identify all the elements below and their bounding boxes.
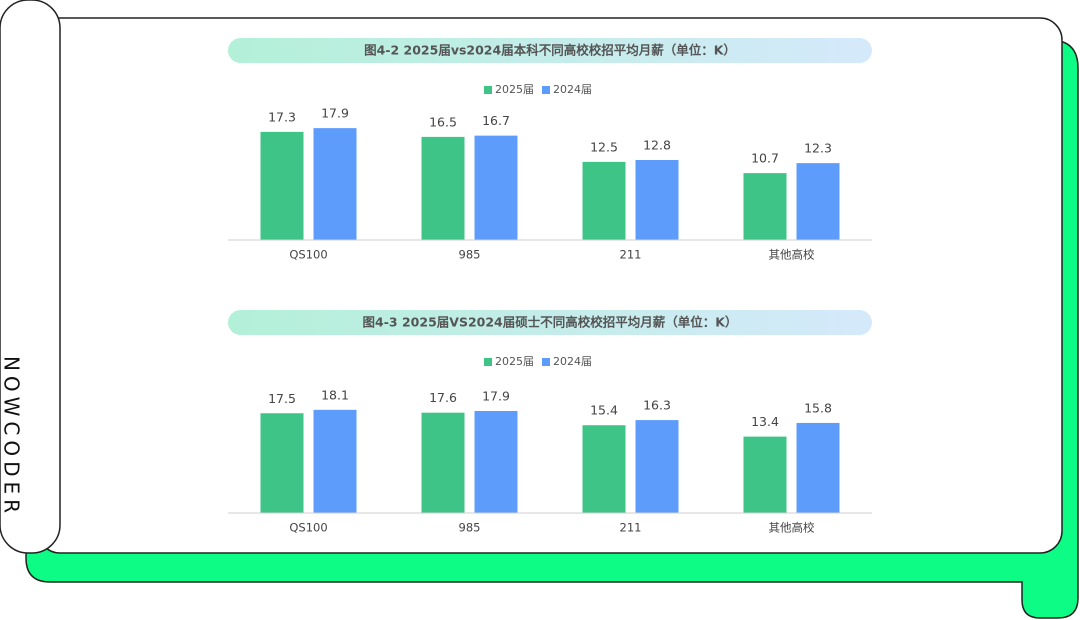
value-label: 17.9: [321, 106, 349, 121]
value-label: 16.7: [482, 113, 510, 128]
value-label: 15.8: [804, 400, 832, 415]
chart-title: 图4-3 2025届VS2024届硕士不同高校校招平均月薪（单位：K）: [363, 315, 738, 330]
value-label: 15.4: [590, 403, 618, 418]
brand: NOWCODER: [0, 356, 24, 518]
x-tick-label: QS100: [289, 521, 327, 535]
value-label: 17.5: [268, 391, 296, 406]
bar: [474, 135, 518, 240]
value-label: 12.3: [804, 141, 832, 156]
value-label: 12.5: [590, 139, 618, 154]
value-label: 16.5: [429, 114, 457, 129]
value-label: 16.3: [643, 398, 671, 413]
x-tick-label: 211: [620, 521, 642, 535]
legend-swatch: [484, 358, 492, 366]
legend-label: 2024届: [553, 355, 592, 368]
bar: [313, 128, 357, 240]
value-label: 12.8: [643, 138, 671, 153]
legend-label: 2024届: [553, 83, 592, 96]
bar: [260, 131, 304, 240]
bar: [260, 413, 304, 513]
x-tick-label: 其他高校: [769, 521, 815, 535]
x-tick-label: QS100: [289, 248, 327, 262]
bar: [474, 410, 518, 513]
x-tick-label: 其他高校: [769, 248, 815, 262]
bar: [313, 409, 357, 513]
legend-swatch: [542, 358, 550, 366]
bar: [743, 173, 787, 240]
side-tab: [0, 0, 61, 554]
value-label: 13.4: [751, 414, 779, 429]
charts: 图4-2 2025届vs2024届本科不同高校校招平均月薪（单位：K） 2025届…: [228, 38, 872, 535]
value-label: 17.3: [268, 109, 296, 124]
bar: [582, 161, 626, 240]
legend-swatch: [542, 86, 550, 94]
bar: [635, 160, 679, 240]
legend-swatch: [484, 86, 492, 94]
bar: [635, 420, 679, 513]
x-tick-label: 985: [459, 521, 481, 535]
x-tick-label: 211: [620, 248, 642, 262]
x-tick-label: 985: [459, 248, 481, 262]
bar: [421, 412, 465, 513]
value-label: 18.1: [321, 387, 349, 402]
bar: [582, 425, 626, 513]
value-label: 10.7: [751, 151, 779, 166]
legend-label: 2025届: [495, 83, 534, 96]
chart-title: 图4-2 2025届vs2024届本科不同高校校招平均月薪（单位：K）: [364, 43, 736, 58]
value-label: 17.6: [429, 390, 457, 405]
card: [37, 17, 1063, 554]
bar: [796, 422, 840, 513]
value-label: 17.9: [482, 388, 510, 403]
bar: [743, 436, 787, 513]
legend-label: 2025届: [495, 355, 534, 368]
bar: [796, 163, 840, 240]
title-pill: [228, 38, 872, 63]
bar: [421, 136, 465, 240]
title-pill: [228, 310, 872, 335]
